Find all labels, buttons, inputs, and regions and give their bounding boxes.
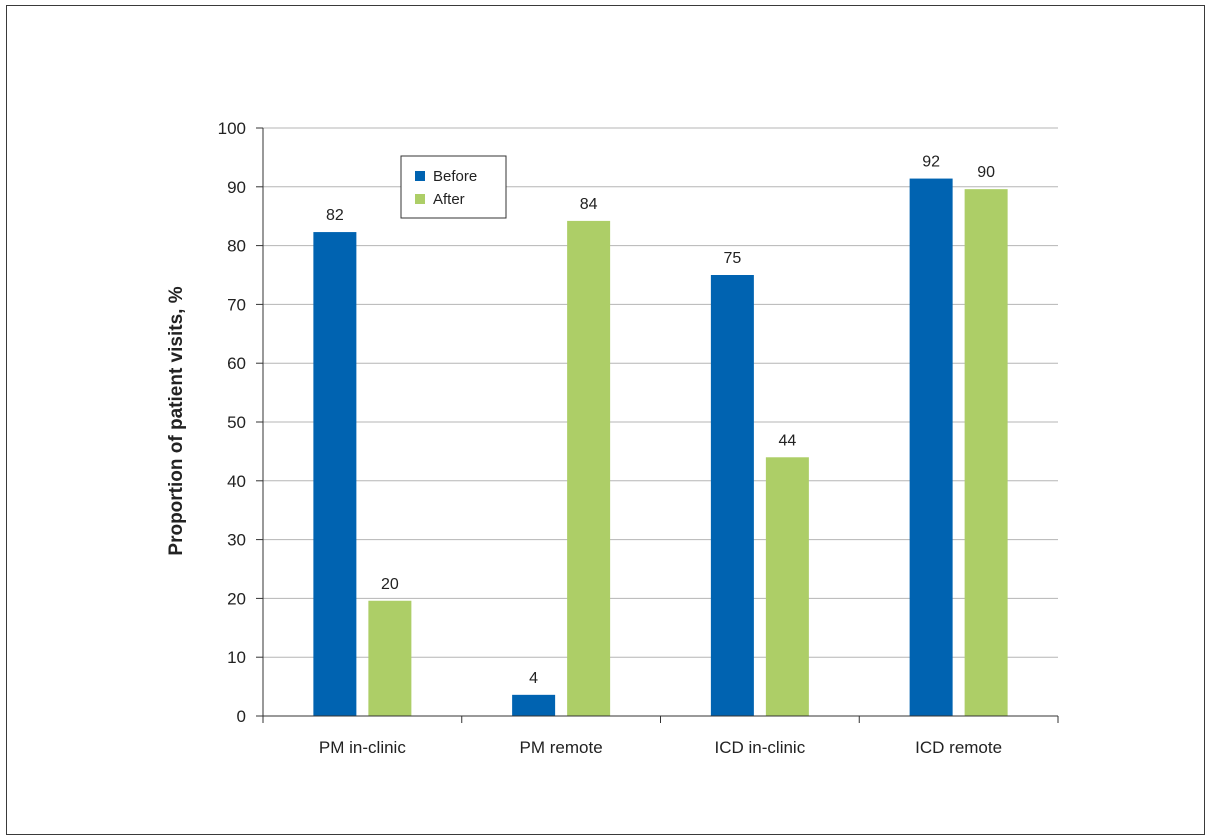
legend-label-before: Before <box>433 168 477 185</box>
bar-before-pm-remote <box>512 694 556 716</box>
y-tick-label: 10 <box>227 648 246 667</box>
y-tick-label: 100 <box>218 119 246 138</box>
legend: Before After <box>400 155 507 219</box>
x-axis-ticks: PM in-clinic PM remote ICD in-clinic ICD re… <box>262 716 1059 757</box>
bar-after-pm-remote <box>567 220 611 717</box>
x-tick-label-pm-remote: PM remote <box>520 738 603 757</box>
data-label-after-icd-remote: 90 <box>977 164 995 181</box>
x-tick-label-pm-in-clinic: PM in-clinic <box>319 738 406 757</box>
data-label-after-icd-in-clinic: 44 <box>778 432 796 449</box>
bar-before-icd-in-clinic <box>710 275 754 716</box>
legend-box <box>400 155 507 219</box>
y-tick-label: 40 <box>227 472 246 491</box>
bar-before-pm-in-clinic <box>313 232 357 717</box>
legend-label-after: After <box>433 191 465 208</box>
y-tick-label: 90 <box>227 178 246 197</box>
bar-before-icd-remote <box>909 178 953 716</box>
data-labels: 82 4 75 92 20 84 44 90 <box>326 154 995 687</box>
legend-swatch-after <box>415 194 425 204</box>
data-label-before-icd-remote: 92 <box>922 154 940 171</box>
y-tick-label: 50 <box>227 413 246 432</box>
y-axis-ticks: 0 10 20 30 40 50 60 70 80 90 100 <box>218 119 263 726</box>
bar-after-icd-in-clinic <box>765 457 809 716</box>
data-label-before-pm-remote: 4 <box>529 670 538 687</box>
bar-after-icd-remote <box>964 189 1008 717</box>
y-tick-label: 0 <box>237 707 246 726</box>
y-tick-label: 60 <box>227 354 246 373</box>
legend-swatch-before <box>415 171 425 181</box>
x-tick-label-icd-remote: ICD remote <box>915 738 1002 757</box>
data-label-after-pm-in-clinic: 20 <box>381 576 399 593</box>
x-tick-label-icd-in-clinic: ICD in-clinic <box>715 738 806 757</box>
data-label-before-pm-in-clinic: 82 <box>326 207 344 224</box>
y-tick-label: 20 <box>227 589 246 608</box>
y-axis-label: Proportion of patient visits, % <box>166 286 187 555</box>
data-label-before-icd-in-clinic: 75 <box>723 250 741 267</box>
bar-after-pm-in-clinic <box>368 600 412 716</box>
bars <box>313 178 1008 717</box>
data-label-after-pm-remote: 84 <box>580 196 598 213</box>
y-tick-label: 70 <box>227 295 246 314</box>
y-tick-label: 30 <box>227 531 246 550</box>
y-tick-label: 80 <box>227 237 246 256</box>
